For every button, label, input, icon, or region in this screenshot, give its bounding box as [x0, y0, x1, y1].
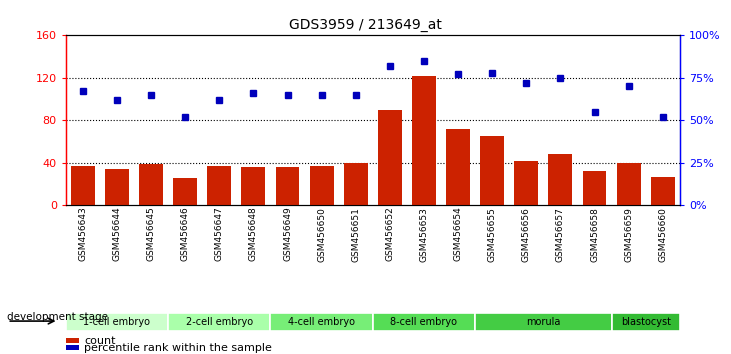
Bar: [139, 164, 163, 205]
Text: GDS3959 / 213649_at: GDS3959 / 213649_at: [289, 18, 442, 32]
Bar: [105, 169, 129, 205]
Text: 2-cell embryo: 2-cell embryo: [186, 317, 253, 327]
Text: 4-cell embryo: 4-cell embryo: [288, 317, 355, 327]
Bar: [66, 313, 168, 331]
Text: morula: morula: [526, 317, 561, 327]
Bar: [276, 167, 300, 205]
Bar: [270, 313, 373, 331]
Bar: [344, 163, 368, 205]
Bar: [168, 313, 270, 331]
Bar: [71, 166, 95, 205]
Bar: [475, 313, 612, 331]
Text: count: count: [84, 336, 115, 346]
Bar: [310, 166, 333, 205]
Bar: [548, 154, 572, 205]
Bar: [651, 177, 675, 205]
Bar: [446, 129, 470, 205]
Bar: [241, 167, 265, 205]
Text: development stage: development stage: [7, 312, 108, 322]
Bar: [480, 136, 504, 205]
Bar: [173, 178, 197, 205]
Bar: [412, 76, 436, 205]
Text: 1-cell embryo: 1-cell embryo: [83, 317, 151, 327]
Text: percentile rank within the sample: percentile rank within the sample: [84, 343, 272, 353]
Bar: [208, 166, 231, 205]
Bar: [378, 110, 402, 205]
Bar: [583, 171, 607, 205]
Bar: [612, 313, 680, 331]
Text: 8-cell embryo: 8-cell embryo: [390, 317, 458, 327]
Bar: [373, 313, 475, 331]
Bar: [515, 161, 538, 205]
Text: blastocyst: blastocyst: [621, 317, 671, 327]
Bar: [617, 163, 640, 205]
